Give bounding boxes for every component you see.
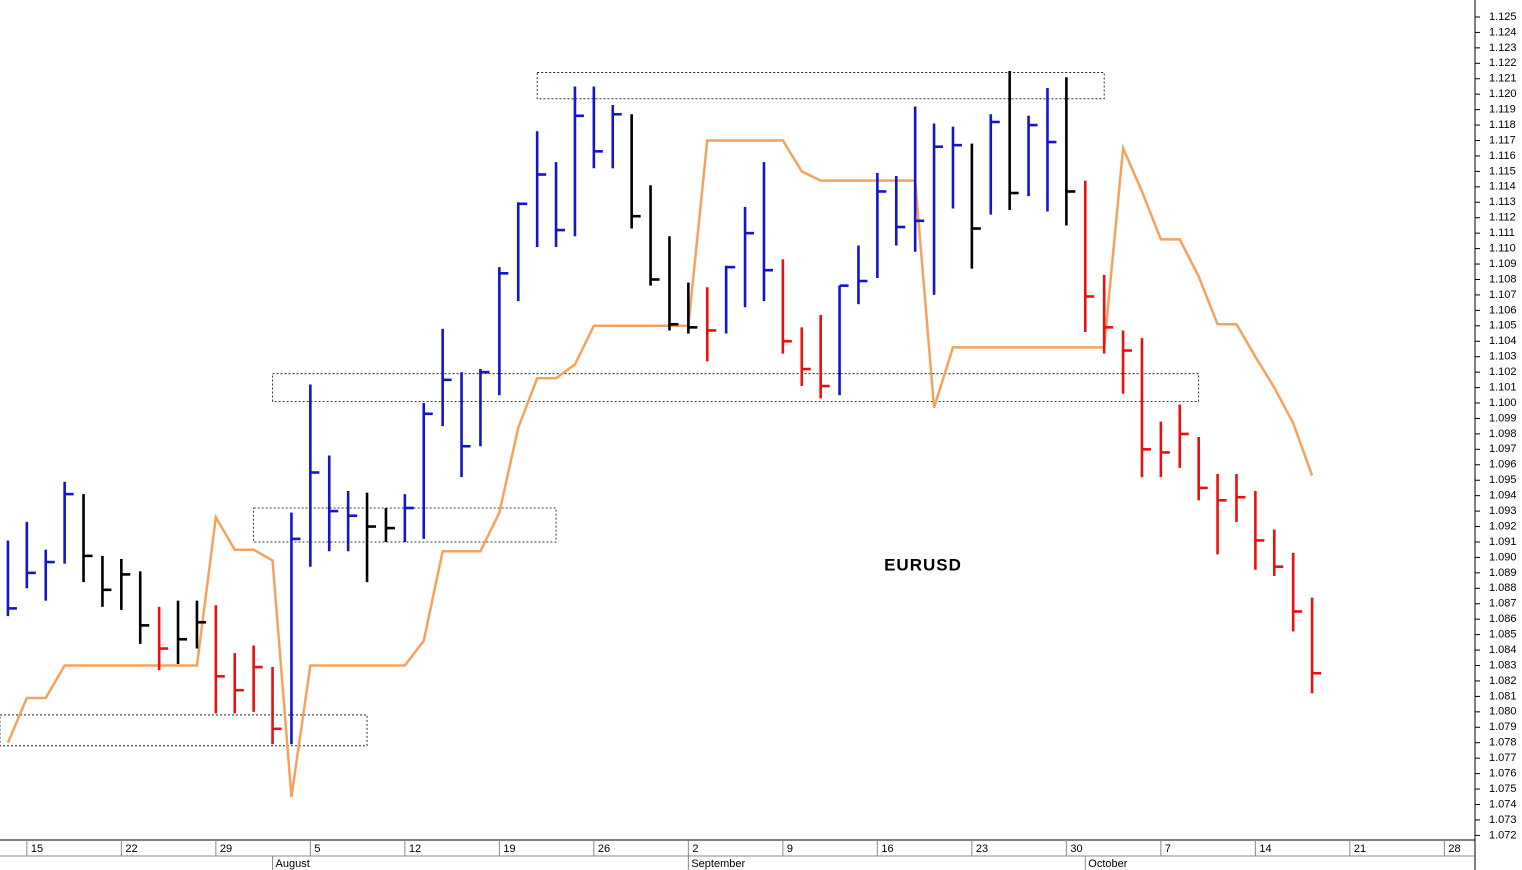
y-tick-label: 1.080	[1489, 706, 1517, 718]
y-tick-label: 1.087	[1489, 598, 1517, 610]
x-tick-label: 23	[976, 843, 988, 855]
y-tick-label: 1.121	[1489, 73, 1517, 85]
x-tick-label: 30	[1070, 843, 1082, 855]
y-tick-label: 1.104	[1489, 335, 1517, 347]
zone	[0, 714, 368, 747]
y-tick-label: 1.089	[1489, 567, 1517, 579]
annotation: EURUSD	[884, 555, 962, 574]
y-tick-label: 1.090	[1489, 551, 1517, 563]
month-label: September	[691, 858, 745, 870]
x-tick-label: 19	[503, 843, 515, 855]
y-tick-label: 1.082	[1489, 675, 1517, 687]
month-label: August	[276, 858, 310, 870]
y-tick-label: 1.097	[1489, 443, 1517, 455]
x-tick-label: 16	[881, 843, 893, 855]
x-tick-label: 5	[314, 843, 320, 855]
y-tick-label: 1.124	[1489, 26, 1517, 38]
y-tick-label: 1.079	[1489, 721, 1517, 733]
x-tick-label: 9	[787, 843, 793, 855]
y-tick-label: 1.123	[1489, 42, 1517, 54]
y-tick-label: 1.118	[1489, 119, 1516, 131]
y-tick-label: 1.116	[1489, 150, 1516, 162]
y-tick-label: 1.086	[1489, 613, 1517, 625]
y-tick-label: 1.096	[1489, 459, 1517, 471]
y-tick-label: 1.075	[1489, 783, 1517, 795]
y-tick-label: 1.099	[1489, 412, 1517, 424]
x-tick-label: 14	[1259, 843, 1271, 855]
x-tick-label: 7	[1165, 843, 1171, 855]
y-tick-label: 1.077	[1489, 752, 1517, 764]
y-tick-label: 1.115	[1489, 165, 1516, 177]
y-tick-label: 1.081	[1489, 690, 1517, 702]
x-tick-label: 21	[1354, 843, 1366, 855]
y-tick-label: 1.122	[1489, 57, 1517, 69]
x-tick-label: 12	[409, 843, 421, 855]
y-tick-label: 1.100	[1489, 397, 1517, 409]
y-tick-label: 1.085	[1489, 629, 1517, 641]
y-tick-label: 1.107	[1489, 289, 1517, 301]
y-tick-label: 1.098	[1489, 428, 1517, 440]
y-tick-label: 1.103	[1489, 351, 1517, 363]
y-tick-label: 1.110	[1489, 243, 1516, 255]
zone	[536, 72, 1105, 100]
y-tick-label: 1.094	[1489, 490, 1517, 502]
x-tick-label: 2	[692, 843, 698, 855]
y-tick-label: 1.120	[1489, 88, 1517, 100]
month-label: October	[1088, 858, 1127, 870]
y-tick-label: 1.076	[1489, 768, 1517, 780]
y-tick-label: 1.093	[1489, 505, 1517, 517]
y-tick-label: 1.112	[1489, 212, 1516, 224]
x-tick-label: 29	[220, 843, 232, 855]
y-tick-label: 1.108	[1489, 273, 1517, 285]
y-tick-label: 1.102	[1489, 366, 1517, 378]
y-tick-label: 1.113	[1489, 196, 1516, 208]
y-tick-label: 1.092	[1489, 520, 1517, 532]
y-tick-label: 1.074	[1489, 798, 1517, 810]
y-tick-label: 1.125	[1489, 11, 1517, 23]
y-tick-label: 1.101	[1489, 381, 1517, 393]
y-tick-label: 1.106	[1489, 304, 1517, 316]
indicator-line	[6, 139, 1314, 797]
y-tick-label: 1.091	[1489, 536, 1517, 548]
zone	[272, 373, 1200, 402]
y-tick-label: 1.105	[1489, 320, 1517, 332]
y-tick-label: 1.078	[1489, 737, 1517, 749]
x-tick-label: 15	[31, 843, 43, 855]
y-tick-label: 1.095	[1489, 474, 1517, 486]
y-tick-label: 1.119	[1489, 104, 1516, 116]
x-tick-label: 28	[1448, 843, 1460, 855]
y-tick-label: 1.072	[1489, 829, 1517, 841]
y-tick-label: 1.114	[1489, 181, 1516, 193]
x-tick-label: 26	[598, 843, 610, 855]
y-tick-label: 1.111	[1489, 227, 1515, 239]
y-tick-label: 1.083	[1489, 659, 1517, 671]
y-tick-label: 1.084	[1489, 644, 1517, 656]
y-tick-label: 1.109	[1489, 258, 1517, 270]
y-tick-label: 1.117	[1489, 134, 1516, 146]
y-tick-label: 1.088	[1489, 582, 1517, 594]
x-tick-label: 22	[125, 843, 137, 855]
y-tick-label: 1.073	[1489, 814, 1517, 826]
